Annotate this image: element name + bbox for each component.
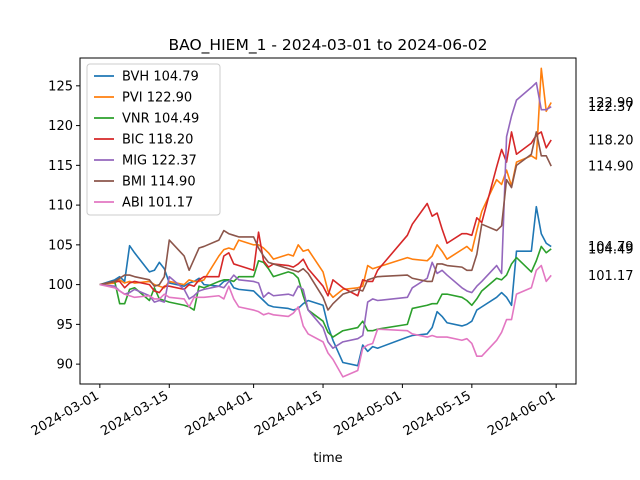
end-value-label: 118.20 bbox=[588, 133, 634, 148]
series-line-1 bbox=[99, 67, 552, 299]
legend-entry: BMI 114.90 bbox=[122, 175, 196, 190]
y-tick-label: 95 bbox=[56, 318, 73, 333]
legend-entry: VNR 104.49 bbox=[122, 112, 199, 127]
legend-entry: ABI 101.17 bbox=[122, 196, 193, 211]
y-tick-label: 100 bbox=[48, 278, 73, 293]
legend-entry: MIG 122.37 bbox=[122, 154, 197, 169]
end-value-label: 114.90 bbox=[588, 160, 634, 175]
legend-box bbox=[86, 63, 221, 216]
legend-entry: BIC 118.20 bbox=[122, 133, 193, 148]
series-line-2 bbox=[99, 245, 552, 338]
end-value-label: 122.90 bbox=[588, 96, 634, 111]
series-line-5 bbox=[99, 131, 552, 311]
series-line-3 bbox=[99, 131, 552, 297]
end-value-label: 101.17 bbox=[588, 269, 634, 284]
chart-title: BAO_HIEM_1 - 2024-03-01 to 2024-06-02 bbox=[169, 36, 488, 55]
series-line-4 bbox=[99, 81, 552, 350]
legend-entry: PVI 122.90 bbox=[122, 91, 192, 106]
plot-frame bbox=[79, 57, 577, 385]
series-line-0 bbox=[99, 205, 552, 367]
series-line-6 bbox=[99, 264, 552, 378]
end-value-label: 104.79 bbox=[588, 240, 634, 255]
y-tick-label: 115 bbox=[48, 159, 73, 174]
y-axis: 90 95 100 105 110 115 120 125 bbox=[48, 79, 80, 373]
y-tick-label: 120 bbox=[48, 119, 73, 134]
end-value-labels: 104.79 122.90 104.49 118.20 122.37 114.90 101.… bbox=[588, 96, 634, 284]
series-lines bbox=[99, 67, 552, 378]
y-tick-label: 90 bbox=[56, 358, 73, 373]
legend: BVH 104.79 PVI 122.90 VNR 104.49 BIC 118.20… bbox=[86, 63, 221, 216]
end-value-label: 104.49 bbox=[588, 242, 634, 257]
y-tick-label: 105 bbox=[48, 238, 73, 253]
x-axis-label: time bbox=[313, 451, 342, 466]
legend-entry: BVH 104.79 bbox=[122, 70, 199, 85]
y-tick-label: 110 bbox=[48, 199, 73, 214]
end-value-label: 122.37 bbox=[588, 100, 634, 115]
y-tick-label: 125 bbox=[48, 79, 73, 94]
